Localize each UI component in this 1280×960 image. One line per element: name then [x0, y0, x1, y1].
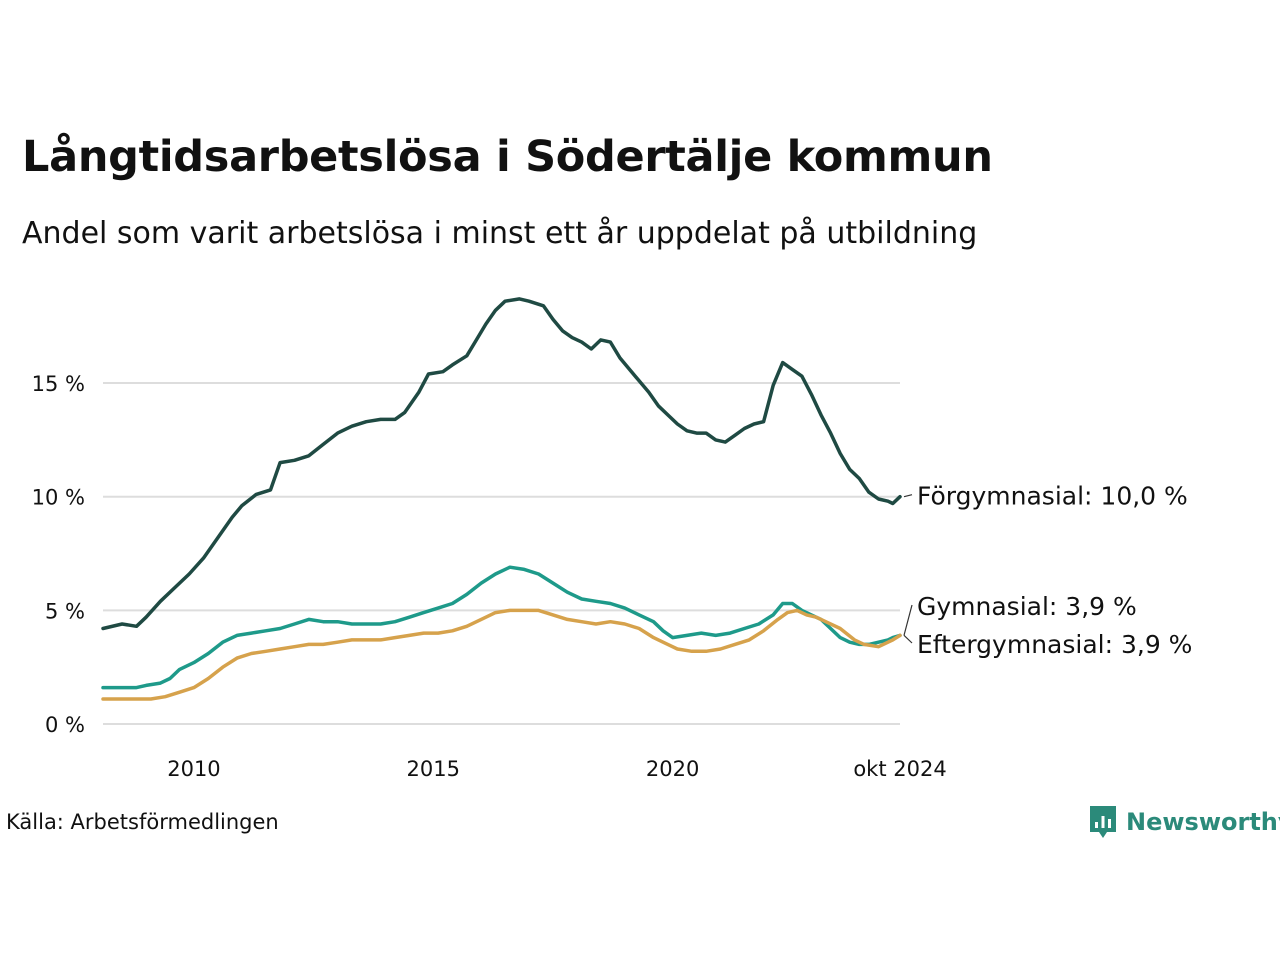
- brand-name: Newsworthy: [1126, 808, 1280, 836]
- series-lines: [101, 297, 902, 701]
- newsworthy-icon: [1090, 806, 1116, 838]
- x-tick-label: 2015: [407, 757, 460, 781]
- gridlines: [103, 382, 900, 725]
- source-note: Källa: Arbetsförmedlingen: [6, 810, 279, 834]
- series-label-förgymnasial: Förgymnasial: 10,0 %: [917, 482, 1188, 511]
- x-tick-label: okt 2024: [853, 757, 946, 781]
- y-axis-ticks: 0 % 5 % 10 % 15 %: [32, 372, 85, 737]
- label-connector: [903, 604, 913, 636]
- series-line-förgymnasial: [101, 297, 902, 631]
- newsworthy-logo[interactable]: Newsworthy: [1088, 804, 1280, 840]
- x-axis-ticks: 2010 2015 2020 okt 2024: [167, 757, 946, 781]
- label-connector: [903, 634, 913, 644]
- x-tick-label: 2010: [167, 757, 220, 781]
- chart-subtitle: Andel som varit arbetslösa i minst ett å…: [22, 216, 978, 251]
- label-connector: [903, 494, 913, 498]
- series-label-eftergymnasial: Eftergymnasial: 3,9 %: [917, 630, 1192, 659]
- y-tick-label: 15 %: [32, 372, 85, 396]
- y-tick-label: 10 %: [32, 486, 85, 510]
- series-line-gymnasial: [101, 565, 902, 690]
- series-line-eftergymnasial: [101, 608, 902, 701]
- y-tick-label: 0 %: [45, 713, 85, 737]
- chart-title: Långtidsarbetslösa i Södertälje kommun: [22, 132, 993, 182]
- x-tick-label: 2020: [646, 757, 699, 781]
- series-label-gymnasial: Gymnasial: 3,9 %: [917, 592, 1137, 621]
- series-labels: Förgymnasial: 10,0 % Gymnasial: 3,9 % Efte…: [903, 482, 1192, 659]
- y-tick-label: 5 %: [45, 599, 85, 623]
